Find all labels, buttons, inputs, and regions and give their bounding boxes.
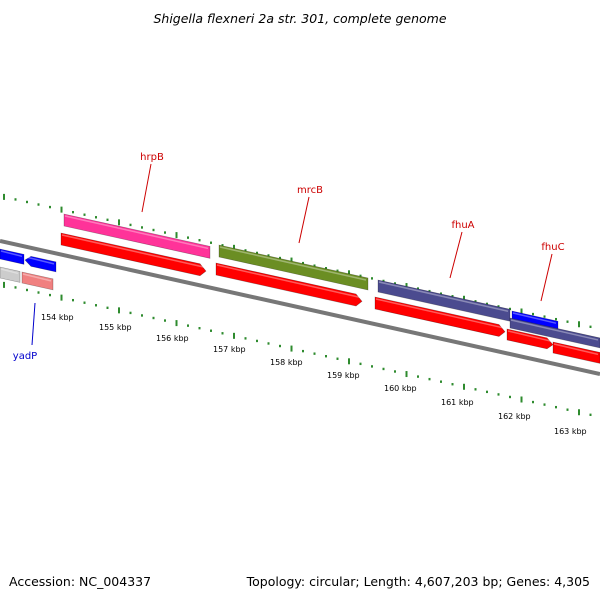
accession-text: Accession: NC_004337 — [9, 574, 151, 589]
left-blue-arrow-highlight — [25, 256, 55, 265]
topology-text: Topology: circular; Length: 4,607,203 bp… — [246, 574, 590, 589]
right-cds — [552, 341, 600, 364]
mrcB-leader — [298, 196, 310, 244]
gene-labels: hrpB mrcB fhuA fhuC yadP — [13, 152, 565, 362]
fhuC-cds — [506, 328, 554, 350]
inner-tick-ring — [3, 281, 592, 416]
fhuA-leader — [449, 231, 463, 279]
fhuC-gene-highlight — [512, 312, 557, 324]
hrpB-label: hrpB — [140, 152, 164, 163]
yadP-feature — [21, 271, 54, 291]
scale-label: 161 kbp — [441, 398, 474, 407]
fhuA-label: fhuA — [451, 220, 474, 231]
scale-label: 157 kbp — [213, 345, 246, 354]
scale-labels: 154 kbp 155 kbp 156 kbp 157 kbp 158 kbp 159 k… — [41, 313, 587, 436]
yadP-feature-highlight — [22, 273, 52, 282]
left-blue-gene-highlight — [0, 250, 23, 258]
scale-label: 159 kbp — [327, 371, 360, 380]
grey-feature-highlight — [0, 268, 19, 275]
grey-feature — [0, 266, 21, 283]
backbone-line — [0, 239, 600, 376]
scale-label: 156 kbp — [156, 334, 189, 343]
fhuA-gene-highlight — [378, 281, 509, 312]
fhuA-cds — [374, 296, 506, 337]
fhuA-cds-highlight — [375, 298, 504, 329]
hrpB-leader — [141, 163, 152, 213]
hrpB-gene-highlight — [64, 215, 209, 250]
scale-label: 162 kbp — [498, 412, 531, 421]
scale-label: 155 kbp — [99, 323, 132, 332]
feature-track — [0, 213, 600, 364]
left-blue-arrow — [24, 256, 57, 273]
yadP-leader — [31, 302, 36, 346]
fhuC-cds-highlight — [507, 330, 552, 342]
hrpB-gene — [63, 213, 211, 259]
scale-label: 158 kbp — [270, 358, 303, 367]
scale-label: 154 kbp — [41, 313, 74, 322]
hrpB-cds-highlight — [61, 234, 205, 268]
fhuC-leader — [540, 253, 553, 302]
mrcB-cds — [215, 262, 363, 307]
mrcB-gene — [218, 244, 369, 291]
map-title: Shigella flexneri 2a str. 301, complete … — [153, 11, 446, 26]
fhu-gene-right — [509, 317, 600, 349]
mrcB-cds-highlight — [216, 264, 361, 299]
scale-label: 163 kbp — [554, 427, 587, 436]
mrcB-gene-highlight — [219, 246, 367, 281]
fhu-gene-right-highlight — [510, 319, 599, 341]
hrpB-cds — [60, 232, 207, 277]
right-cds-highlight — [553, 343, 599, 356]
yadP-label: yadP — [13, 351, 37, 362]
left-blue-gene — [0, 248, 25, 265]
mrcB-label: mrcB — [297, 185, 323, 196]
fhuC-label: fhuC — [541, 242, 564, 253]
scale-label: 160 kbp — [384, 384, 417, 393]
